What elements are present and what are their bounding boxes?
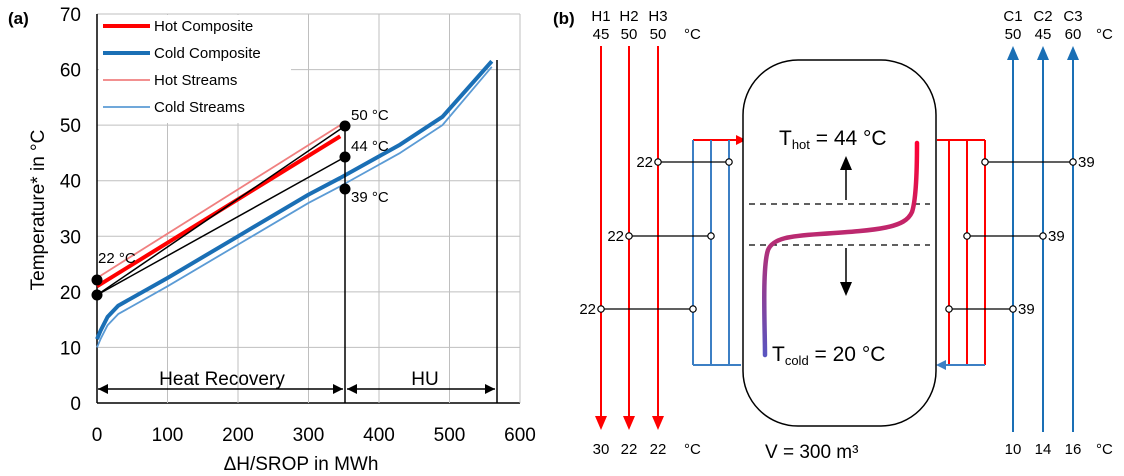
unit-top-right: °C xyxy=(1096,26,1113,43)
left-tap-temp-3: 22 xyxy=(579,301,596,318)
point-44 xyxy=(339,151,351,163)
y-tick-label: 30 xyxy=(60,227,81,248)
hot-stream-arrows xyxy=(595,46,664,430)
x-tick-label: 100 xyxy=(152,425,184,446)
left-pipe-bundle xyxy=(597,135,746,366)
cold-stream-arrows xyxy=(1007,46,1079,432)
point-20 xyxy=(91,289,103,301)
series-hot-streams xyxy=(96,124,341,279)
y-axis-label: Temperature* in °C xyxy=(28,130,49,291)
label-50c: 50 °C xyxy=(351,107,389,124)
stream-c1-name: C1 xyxy=(1003,8,1022,25)
tank-volume: V = 300 m³ xyxy=(765,442,858,463)
x-tick-label: 0 xyxy=(92,425,103,446)
stream-h3-name: H3 xyxy=(648,8,667,25)
y-tick-label: 10 xyxy=(60,338,81,359)
point-50 xyxy=(339,120,351,132)
stream-c2-name: C2 xyxy=(1033,8,1052,25)
up-arrow xyxy=(840,156,852,200)
point-39 xyxy=(339,183,351,195)
stream-h2-out: 22 xyxy=(621,441,638,458)
heat-recovery-label: Heat Recovery xyxy=(159,369,285,390)
hu-arrow xyxy=(347,384,495,394)
t-hot-label: Thot = 44 °C xyxy=(779,127,887,152)
right-tap-temp-1: 39 xyxy=(1078,154,1095,171)
left-tap-temp-1: 22 xyxy=(636,154,653,171)
hu-label: HU xyxy=(411,369,438,390)
label-39c: 39 °C xyxy=(351,189,389,206)
series-cold-streams xyxy=(96,66,493,348)
temperature-profile-curve xyxy=(762,140,920,358)
t-hot-value: = 44 °C xyxy=(810,127,887,150)
y-tick-label: 60 xyxy=(60,61,81,82)
y-tick-label: 40 xyxy=(60,172,81,193)
unit-bottom-left: °C xyxy=(684,441,701,458)
t-hot-subscript: hot xyxy=(792,137,810,152)
x-tick-label: 400 xyxy=(363,425,395,446)
left-tap-temp-2: 22 xyxy=(607,228,624,245)
heat-recovery-arrow xyxy=(98,384,343,394)
t-cold-subscript: cold xyxy=(785,353,809,368)
stream-h2-in: 50 xyxy=(621,26,638,43)
y-tick-label: 20 xyxy=(60,283,81,304)
legend-cold-composite: Cold Composite xyxy=(154,45,261,62)
y-tick-label: 0 xyxy=(70,394,81,415)
t-cold-label: Tcold = 20 °C xyxy=(772,343,885,368)
x-tick-label: 600 xyxy=(504,425,536,446)
legend-cold-streams: Cold Streams xyxy=(154,99,245,116)
x-tick-label: 200 xyxy=(222,425,254,446)
stream-c2-in: 45 xyxy=(1035,26,1052,43)
unit-bottom-right: °C xyxy=(1096,441,1113,458)
legend-hot-composite: Hot Composite xyxy=(154,18,253,35)
legend: Hot Composite Cold Composite Hot Streams… xyxy=(99,15,291,123)
y-tick-label: 50 xyxy=(60,116,81,137)
stream-h3-in: 50 xyxy=(650,26,667,43)
right-tap-temp-2: 39 xyxy=(1048,228,1065,245)
t-hot-symbol: T xyxy=(779,127,792,150)
construction-line-upper xyxy=(96,156,346,296)
stream-h3-out: 22 xyxy=(650,441,667,458)
x-tick-label: 300 xyxy=(293,425,325,446)
stream-c3-name: C3 xyxy=(1063,8,1082,25)
stream-h1-in: 45 xyxy=(593,26,610,43)
label-22c: 22 °C xyxy=(98,250,136,267)
right-tap-temp-3: 39 xyxy=(1018,301,1035,318)
panel-a: (a) 0 10 20 30 40 50 60 70 0 100 200 300 400 500 600 Δ… xyxy=(8,5,536,475)
stream-h1-name: H1 xyxy=(591,8,610,25)
stream-h1-out: 30 xyxy=(593,441,610,458)
panel-b: (b) H1 H2 H3 45 50 50 °C 30 22 22 °C C1 … xyxy=(553,8,1113,463)
point-22 xyxy=(91,274,103,286)
stream-h2-name: H2 xyxy=(619,8,638,25)
right-pipe-bundle xyxy=(936,139,1077,370)
x-axis-label: ΔH/SROP in MWh xyxy=(224,454,379,475)
storage-tank xyxy=(742,59,937,427)
t-cold-value: = 20 °C xyxy=(809,343,886,366)
stream-c3-in: 60 xyxy=(1065,26,1082,43)
tick-labels: 0 10 20 30 40 50 60 70 0 100 200 300 400 500 600 xyxy=(60,5,536,446)
stream-c2-out: 14 xyxy=(1035,441,1052,458)
t-cold-symbol: T xyxy=(772,343,785,366)
down-arrow xyxy=(840,248,852,296)
y-tick-label: 70 xyxy=(60,5,81,26)
series-cold-composite xyxy=(95,59,494,340)
panel-a-label: (a) xyxy=(8,9,29,28)
stream-c1-in: 50 xyxy=(1005,26,1022,43)
stream-c1-out: 10 xyxy=(1005,441,1022,458)
panel-b-label: (b) xyxy=(553,9,575,28)
label-44c: 44 °C xyxy=(351,138,389,155)
stream-c3-out: 16 xyxy=(1065,441,1082,458)
unit-top-left: °C xyxy=(684,26,701,43)
legend-hot-streams: Hot Streams xyxy=(154,72,237,89)
construction-line-top xyxy=(96,125,346,296)
x-tick-label: 500 xyxy=(434,425,466,446)
